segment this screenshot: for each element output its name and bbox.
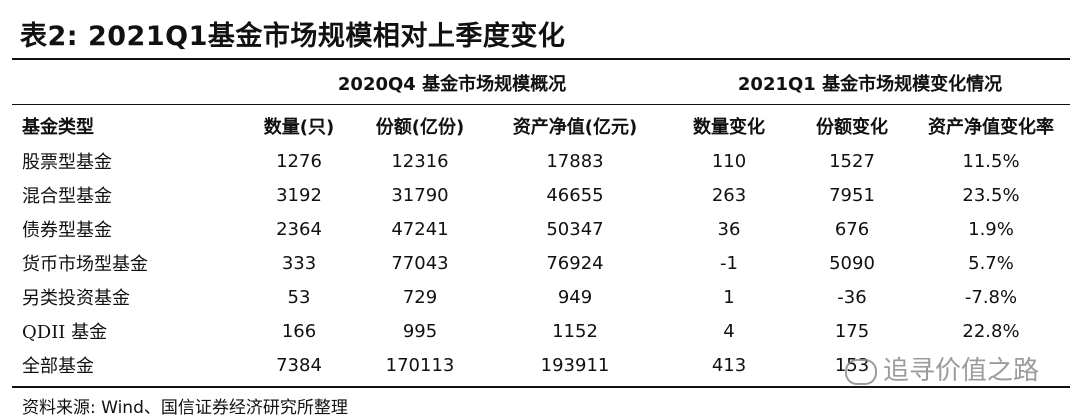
cell-fund-type: QDII 基金 <box>22 322 108 343</box>
cell-net-assets: 76924 <box>546 252 604 274</box>
cell-count: 166 <box>281 320 317 342</box>
cell-net-assets: 193911 <box>540 354 610 376</box>
cell-shares-change: 175 <box>834 320 870 342</box>
cell-count: 53 <box>287 286 311 308</box>
cell-count: 7384 <box>276 354 322 376</box>
group-header-2020q4: 2020Q4 基金市场规模概况 <box>337 74 567 95</box>
bottom-rule <box>12 386 1070 388</box>
cell-net-assets-change-rate: 22.8% <box>962 320 1020 342</box>
cell-count-change: 263 <box>711 184 747 206</box>
fund-scale-table: 基金类型 数量(只) 份额(亿份) 资产净值(亿元) 数量变化 份额变化 资产净… <box>12 108 1070 382</box>
watermark-text: 追寻价值之路 <box>883 356 1040 386</box>
cell-fund-type: 另类投资基金 <box>22 288 130 309</box>
cell-shares: 12316 <box>391 150 449 172</box>
cell-shares: 995 <box>402 320 438 342</box>
header-shares: 份额(亿份) <box>375 117 465 138</box>
cell-net-assets: 46655 <box>546 184 604 206</box>
header-fund-type: 基金类型 <box>22 117 94 138</box>
cell-fund-type: 货币市场型基金 <box>22 254 148 275</box>
cell-count: 333 <box>281 252 317 274</box>
cell-shares: 170113 <box>385 354 455 376</box>
header-row: 基金类型 数量(只) 份额(亿份) 资产净值(亿元) 数量变化 份额变化 资产净… <box>12 108 1070 144</box>
wechat-icon <box>845 358 877 385</box>
table-row: 债券型基金 2364 47241 50347 36 676 1.9% <box>12 212 1070 246</box>
cell-net-assets-change-rate: 23.5% <box>962 184 1020 206</box>
cell-count-change: -1 <box>720 252 738 274</box>
cell-count-change: 413 <box>711 354 747 376</box>
cell-shares: 31790 <box>391 184 449 206</box>
table-row: 混合型基金 3192 31790 46655 263 7951 23.5% <box>12 178 1070 212</box>
cell-net-assets-change-rate: -7.8% <box>964 286 1018 308</box>
table-row: 股票型基金 1276 12316 17883 110 1527 11.5% <box>12 144 1070 178</box>
cell-count-change: 36 <box>717 218 741 240</box>
cell-net-assets: 949 <box>557 286 593 308</box>
header-shares-change: 份额变化 <box>816 117 888 138</box>
cell-fund-type: 债券型基金 <box>22 220 112 241</box>
group-header-2021q1: 2021Q1 基金市场规模变化情况 <box>737 74 1003 95</box>
cell-shares: 77043 <box>391 252 449 274</box>
group-divider-rule <box>12 104 1070 105</box>
cell-count-change: 110 <box>711 150 747 172</box>
cell-shares: 729 <box>402 286 438 308</box>
header-count-change: 数量变化 <box>693 117 765 138</box>
cell-net-assets-change-rate: 1.9% <box>968 218 1014 240</box>
table-row: 货币市场型基金 333 77043 76924 -1 5090 5.7% <box>12 246 1070 280</box>
cell-shares-change: -36 <box>837 286 867 308</box>
source-note: 资料来源: Wind、国信证券经济研究所整理 <box>22 398 348 418</box>
table-row: 另类投资基金 53 729 949 1 -36 -7.8% <box>12 280 1070 314</box>
cell-shares-change: 7951 <box>829 184 875 206</box>
header-net-assets: 资产净值(亿元) <box>512 117 638 138</box>
cell-net-assets: 17883 <box>546 150 604 172</box>
watermark: 追寻价值之路 <box>845 350 1039 387</box>
cell-net-assets: 50347 <box>546 218 604 240</box>
top-rule <box>12 58 1070 60</box>
header-net-assets-change-rate: 资产净值变化率 <box>928 117 1054 138</box>
table-row-total: 全部基金 7384 170113 193911 413 153 <box>12 348 1070 382</box>
cell-net-assets-change-rate: 5.7% <box>968 252 1014 274</box>
cell-net-assets: 1152 <box>552 320 598 342</box>
cell-net-assets-change-rate: 11.5% <box>962 150 1020 172</box>
cell-shares-change: 1527 <box>829 150 875 172</box>
table-title: 表2: 2021Q1基金市场规模相对上季度变化 <box>20 21 566 52</box>
cell-count-change: 1 <box>723 286 735 308</box>
cell-shares: 47241 <box>391 218 449 240</box>
cell-fund-type: 股票型基金 <box>22 152 112 173</box>
cell-fund-type: 全部基金 <box>22 356 94 377</box>
table-row: QDII 基金 166 995 1152 4 175 22.8% <box>12 314 1070 348</box>
cell-count: 3192 <box>276 184 322 206</box>
cell-shares-change: 5090 <box>829 252 875 274</box>
cell-count: 1276 <box>276 150 322 172</box>
header-count: 数量(只) <box>263 117 335 138</box>
cell-shares-change: 676 <box>834 218 870 240</box>
cell-fund-type: 混合型基金 <box>22 186 112 207</box>
cell-count-change: 4 <box>723 320 735 342</box>
cell-count: 2364 <box>276 218 322 240</box>
